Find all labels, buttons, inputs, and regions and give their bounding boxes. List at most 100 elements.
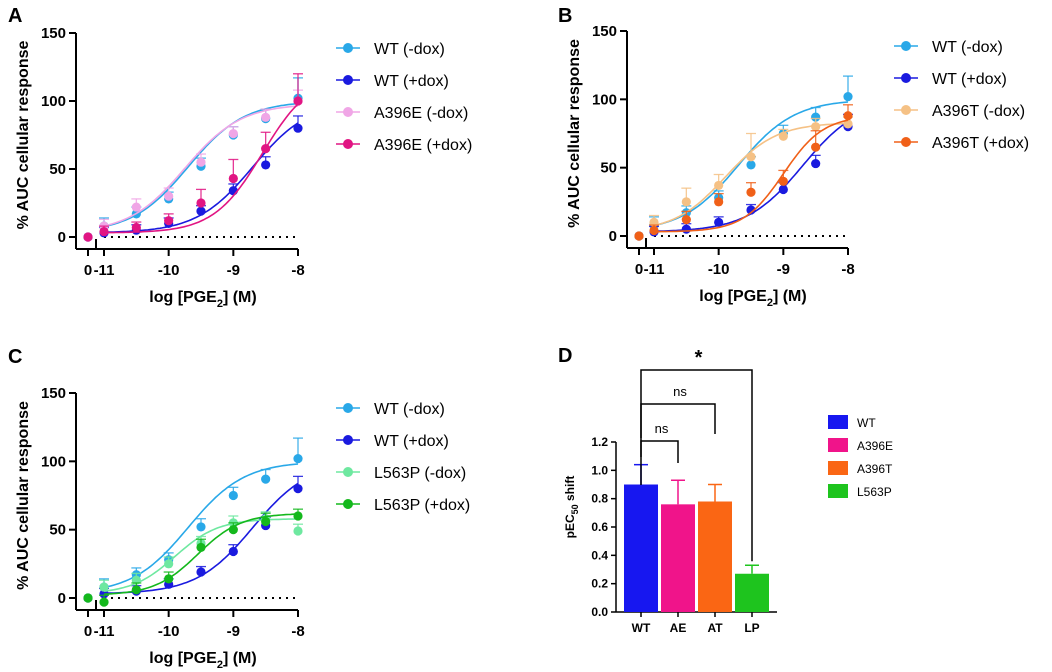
bar-lp [735,573,769,612]
data-point [714,217,724,227]
legend-marker [343,435,353,445]
y-tick-label: 150 [41,385,66,402]
data-point [811,142,821,152]
data-point [746,160,756,170]
legend-label: L563P [857,485,892,499]
data-point [99,226,109,237]
legend-marker [901,105,911,115]
legend-marker [343,403,353,413]
significance-label: ns [655,421,669,436]
data-point [131,202,141,212]
data-point [714,180,724,191]
legend-label: A396E (-dox) [374,105,468,122]
zero-dose-point [83,593,93,603]
y-tick-label: 100 [592,91,617,108]
x-tick-label: -10 [708,261,730,278]
y-tick-label: 50 [49,522,66,539]
legend-label: WT (-dox) [932,39,1003,56]
data-point [843,111,853,121]
legend-label: WT (+dox) [932,71,1007,88]
data-point [746,152,756,162]
x-tick-label: AE [670,621,687,635]
legend-label: WT (-dox) [374,41,445,58]
y-tick-label: 100 [41,93,66,110]
bar-panel-d: D 0.0 0.2 0.4 0.6 0.8 1.0 1.2 pEC50 shift WT AE AT L… [558,345,893,635]
y-tick-label: 0 [609,228,617,245]
y-tick-label: 50 [600,160,617,177]
series-a396t-dox [634,104,853,241]
data-point [778,176,788,186]
legend-label: WT (-dox) [374,401,445,418]
legend-marker [901,73,911,83]
x-axis-title-subscript: 2 [767,297,773,309]
significance-label: ns [673,384,687,399]
data-point [164,216,174,226]
data-point [293,454,303,464]
data-point [681,224,691,234]
y-tick-label: 0.0 [591,605,608,619]
y-tick-label: 50 [49,161,66,178]
y-axis-title-suffix: shift [563,476,577,505]
data-point [778,184,788,195]
y-tick-label: 150 [592,23,617,40]
y-tick-label: 0.6 [591,520,608,534]
data-point [164,574,174,584]
x-tick-label: WT [632,621,651,635]
y-tick-label: 1.2 [591,435,608,449]
data-point [196,198,206,208]
y-axis-title-prefix: pEC [563,514,577,538]
x-tick-label: AT [707,621,723,635]
x-axis-title: log [PGE2] (M) [149,650,256,671]
y-tick-label: 0.2 [591,577,608,591]
data-point [293,484,303,494]
x-zero-tick-label: 0 [84,262,92,279]
data-point [99,597,109,607]
data-point [228,129,238,139]
panel-letter: C [8,346,22,368]
data-point [811,112,821,122]
data-point [261,516,271,527]
legend-marker [901,41,911,51]
data-point [811,158,821,169]
data-point [714,197,724,207]
bar-wt [624,484,658,612]
legend-swatch [828,438,848,452]
x-axis-title-subscript: 2 [217,659,223,671]
legend-label: A396T [857,462,893,476]
series-a396e-dox [83,73,303,242]
zero-dose-point [83,232,93,242]
significance-label: * [695,347,703,369]
y-axis-title-subscript: 50 [570,504,580,514]
x-tick-label: -11 [94,623,115,640]
y-tick-label: 0 [58,590,66,607]
x-tick-label: -9 [227,262,240,279]
y-tick-label: 0 [58,229,66,246]
y-axis-title: % AUC cellular response [15,41,32,230]
legend-label: WT (+dox) [374,433,449,450]
y-axis-title: % AUC cellular response [15,401,32,590]
x-axis-title: log [PGE2] (M) [699,288,806,309]
x-tick-label: -8 [291,623,304,640]
legend-swatch [828,461,848,475]
x-axis-title-suffix: ] (M) [773,288,807,305]
x-axis-title-prefix: log [PGE [149,650,217,667]
data-point [228,525,238,535]
significance-bracket [640,369,753,562]
data-point [843,119,853,129]
data-point [261,160,271,170]
legend-label: WT [857,416,876,430]
y-tick-label: 0.8 [591,492,608,506]
x-zero-tick-label: 0 [84,623,92,640]
legend-marker [343,75,353,85]
x-tick-label: -8 [841,261,854,278]
legend-marker [343,43,353,53]
legend-marker [901,137,911,147]
y-tick-label: 150 [41,25,66,42]
x-axis-title-prefix: log [PGE [149,289,217,306]
data-point [293,96,303,106]
data-point [164,559,174,569]
data-point [811,122,821,132]
data-point [293,511,303,521]
